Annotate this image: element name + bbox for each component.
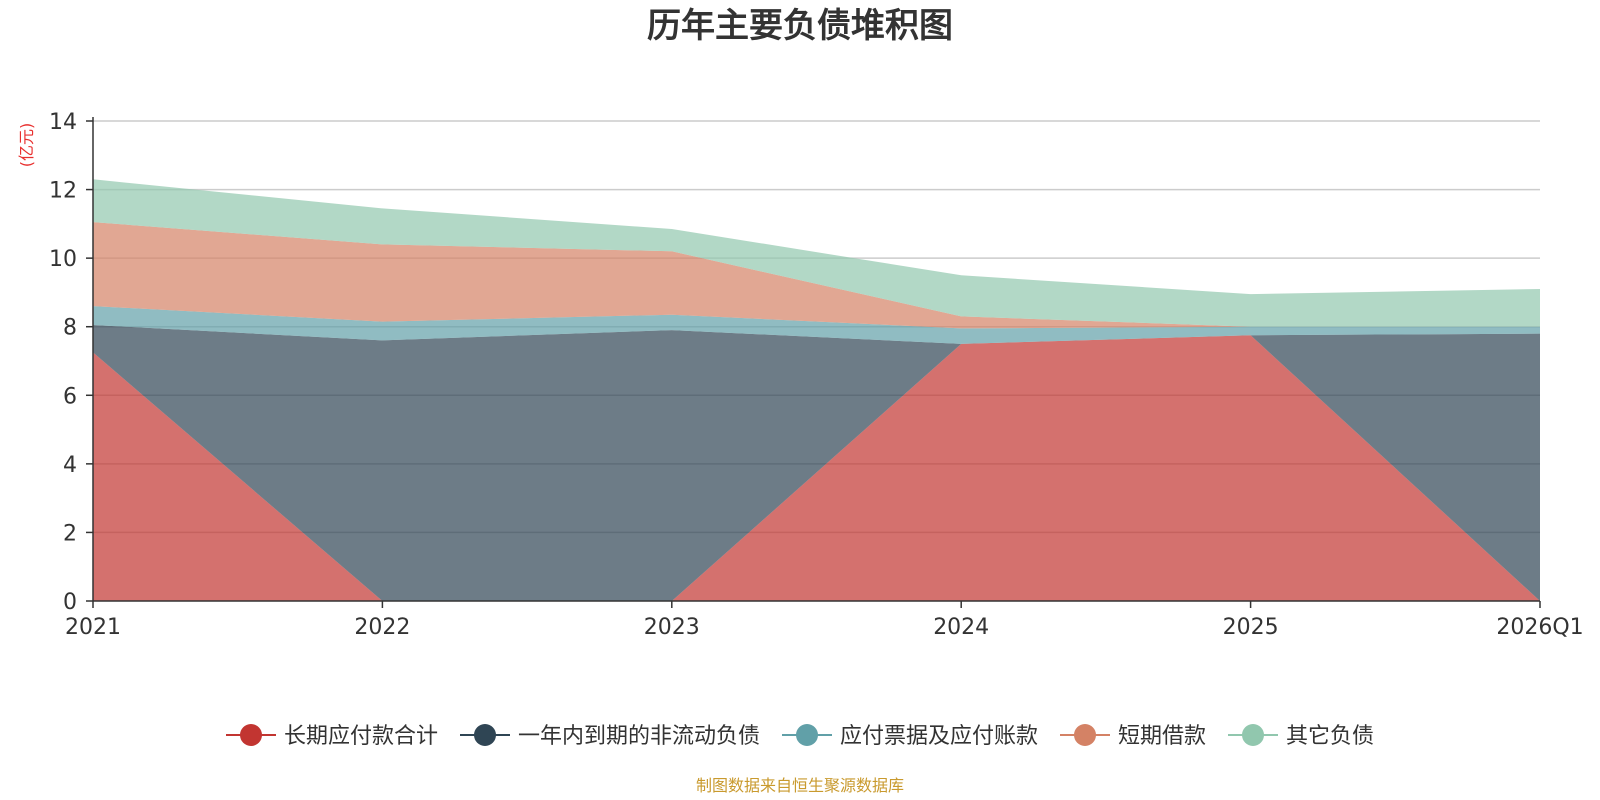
legend-label: 长期应付款合计 <box>284 724 438 749</box>
legend-item[interactable]: 一年内到期的非流动负债 <box>460 724 760 749</box>
axes: 0 2 4 6 8 10 12 14 2021 2022 2023 2024 2025 2026Q1 <box>49 110 1584 640</box>
legend-item[interactable]: 长期应付款合计 <box>226 724 438 749</box>
chart-title: 历年主要负债堆积图 <box>647 6 953 46</box>
x-tick-label: 2026Q1 <box>1496 615 1583 640</box>
legend-marker <box>240 724 262 746</box>
area-series <box>93 306 1540 344</box>
x-tick-label: 2025 <box>1223 615 1279 640</box>
legend-marker <box>796 724 818 746</box>
area-series <box>93 222 1540 329</box>
legend-marker <box>1074 724 1096 746</box>
y-tick-label: 0 <box>63 590 77 615</box>
area-series <box>93 335 1540 601</box>
y-tick-label: 6 <box>63 384 77 409</box>
y-tick-label: 8 <box>63 316 77 341</box>
y-tick-label: 12 <box>49 179 77 204</box>
y-tick-label: 2 <box>63 521 77 546</box>
x-tick-label: 2021 <box>65 615 121 640</box>
area-series <box>93 179 1540 327</box>
legend-label: 应付票据及应付账款 <box>840 724 1038 749</box>
y-tick-label: 4 <box>63 453 77 478</box>
legend-marker <box>1242 724 1264 746</box>
x-tick-label: 2023 <box>644 615 700 640</box>
stacked-areas <box>93 179 1540 601</box>
legend-label: 其它负债 <box>1286 724 1374 749</box>
legend-label: 短期借款 <box>1118 724 1206 749</box>
legend[interactable]: 长期应付款合计 一年内到期的非流动负债 应付票据及应付账款 短期借款 其它负债 <box>226 724 1374 749</box>
data-source-note: 制图数据来自恒生聚源数据库 <box>696 776 904 795</box>
legend-label: 一年内到期的非流动负债 <box>518 724 760 749</box>
y-tick-label: 14 <box>49 110 77 135</box>
legend-marker <box>474 724 496 746</box>
area-series <box>93 325 1540 601</box>
y-tick-label: 10 <box>49 247 77 272</box>
legend-item[interactable]: 其它负债 <box>1228 724 1374 749</box>
y-axis-unit: (亿元) <box>17 123 36 168</box>
x-tick-label: 2022 <box>354 615 410 640</box>
legend-item[interactable]: 应付票据及应付账款 <box>782 724 1038 749</box>
legend-item[interactable]: 短期借款 <box>1060 724 1206 749</box>
x-tick-label: 2024 <box>933 615 989 640</box>
